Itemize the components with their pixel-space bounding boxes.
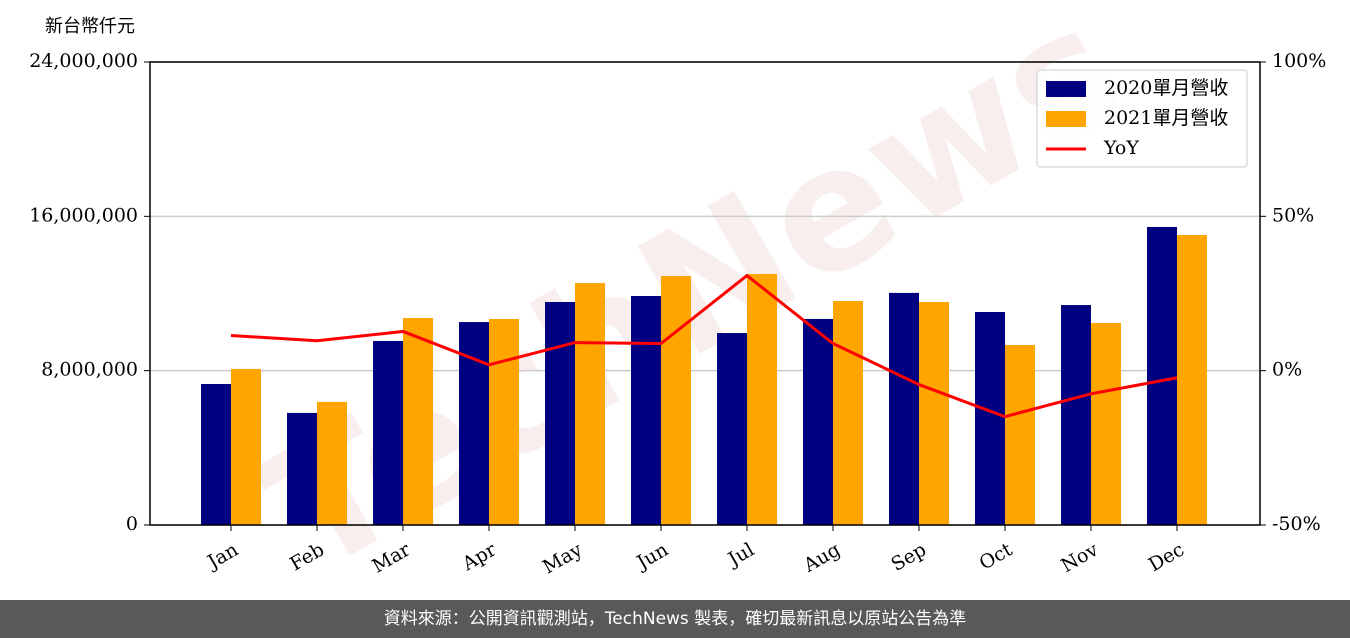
x-tick-label: Dec [1145, 539, 1188, 577]
x-tick-label: Jul [723, 539, 758, 572]
bar [231, 368, 261, 525]
line [230, 273, 1178, 419]
bar [287, 412, 317, 525]
y2-tick-label: 0% [1272, 359, 1302, 381]
y-tick-label: 24,000,000 [29, 50, 138, 72]
bar [403, 318, 433, 525]
legend-label: 2021單月營收 [1104, 107, 1228, 129]
bar [317, 401, 347, 525]
y-tick-label: 16,000,000 [29, 204, 138, 226]
bar [803, 318, 833, 525]
x-tick-label: Apr [458, 538, 501, 575]
bar [201, 383, 231, 525]
bar [1005, 345, 1035, 525]
bar [747, 274, 777, 525]
x-tick-label: Jan [202, 539, 242, 575]
bar [833, 301, 863, 525]
legend-label: 2020單月營收 [1104, 77, 1228, 99]
footer: 資料來源：公開資訊觀測站，TechNews 製表，確切最新訊息以原站公告為準 [0, 600, 1350, 638]
bar [1091, 323, 1121, 525]
bar [919, 301, 949, 525]
bar [889, 292, 919, 525]
bar [1177, 235, 1207, 525]
bar [545, 301, 575, 525]
chart: TechNews 新台幣仟元 08,000,00016,000,00024,00… [29, 0, 1326, 612]
legend-box [1036, 69, 1248, 168]
bar [1061, 305, 1091, 525]
x-tick-label: Sep [887, 539, 930, 576]
x-tick-label: Aug [799, 539, 844, 578]
y2-tick-label: 100% [1272, 50, 1326, 72]
bar [459, 322, 489, 525]
y2-tick-label: 50% [1272, 204, 1314, 226]
y-tick-label: 8,000,000 [41, 359, 138, 381]
legend-label: YoY [1103, 137, 1139, 159]
x-tick-label: Nov [1057, 538, 1102, 577]
bar [661, 275, 691, 525]
x-tick-label: Oct [976, 538, 1017, 574]
x-tick-label: May [539, 538, 586, 578]
y2-tick-label: -50% [1272, 513, 1321, 535]
x-tick-label: Jun [631, 539, 672, 575]
y-axis-label: 新台幣仟元 [45, 16, 135, 37]
bar [717, 333, 747, 525]
bar [975, 312, 1005, 525]
bar [373, 340, 403, 525]
plot-frame [149, 61, 1261, 526]
y-tick-label: 0 [126, 513, 138, 535]
bar [489, 318, 519, 525]
bar [631, 296, 661, 525]
bar [575, 283, 605, 525]
legend-swatch [1046, 111, 1086, 127]
legend-swatch [1046, 81, 1086, 97]
bar [1147, 226, 1177, 525]
